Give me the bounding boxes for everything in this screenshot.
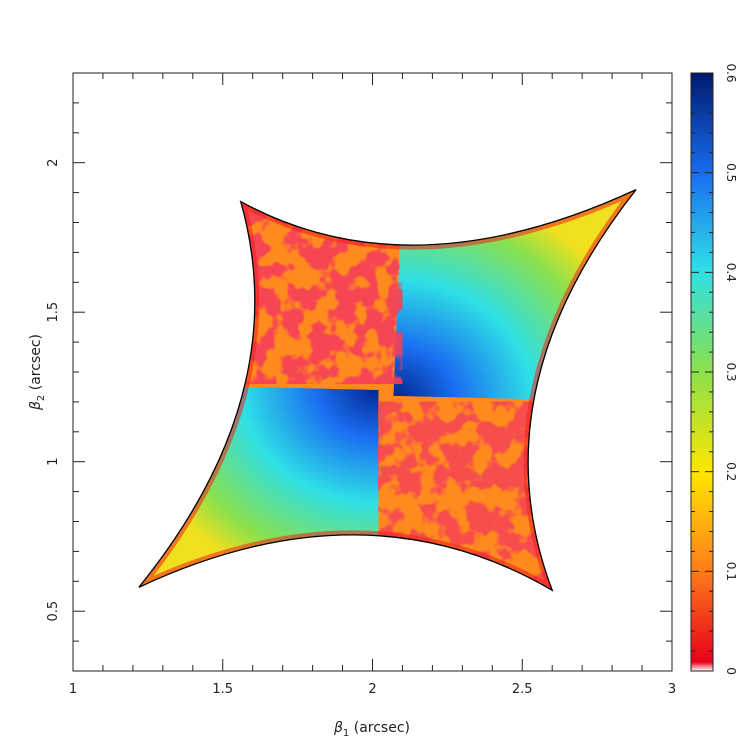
quadrant-bottom-left [138,383,379,591]
axes: 1 1.5 2 2.5 3 0.5 1 1.5 2 [46,72,676,697]
quadrant-top-right [393,189,637,402]
colorbar-tick-label: 0.3 [724,362,738,381]
plot-area [138,189,637,592]
colorbar-tick-label: 0.6 [724,63,738,82]
y-tick-label: 0.5 [46,601,61,622]
colorbar-tick-label: 0.1 [724,562,738,581]
x-tick-label: 3 [668,682,676,697]
colorbar-tick-label: 0.5 [724,163,738,182]
colorbar-tick-label: 0.2 [724,462,738,481]
x-tick-label: 1 [69,682,77,697]
y-axis-label: β2 (arcsec) [28,334,47,411]
y-tick-label: 1 [46,458,61,466]
x-tick-label: 2 [368,682,376,697]
x-tick-label: 1.5 [212,682,233,697]
speckle-top-left [138,189,403,384]
colorbar-tick-label: 0 [724,667,738,675]
y-tick-label: 2 [46,159,61,167]
colorbar-tick-label: 0.4 [724,263,738,282]
x-tick-label: 2.5 [512,682,533,697]
y-tick-label: 1.5 [46,302,61,323]
magnification-map [138,189,637,591]
colorbar: 0 0.1 0.2 0.3 0.4 0.5 0.6 [690,63,738,675]
x-axis-label: β1 (arcsec) [333,720,410,739]
caustic-outline [138,189,637,592]
speckle-bottom-right [378,401,637,591]
